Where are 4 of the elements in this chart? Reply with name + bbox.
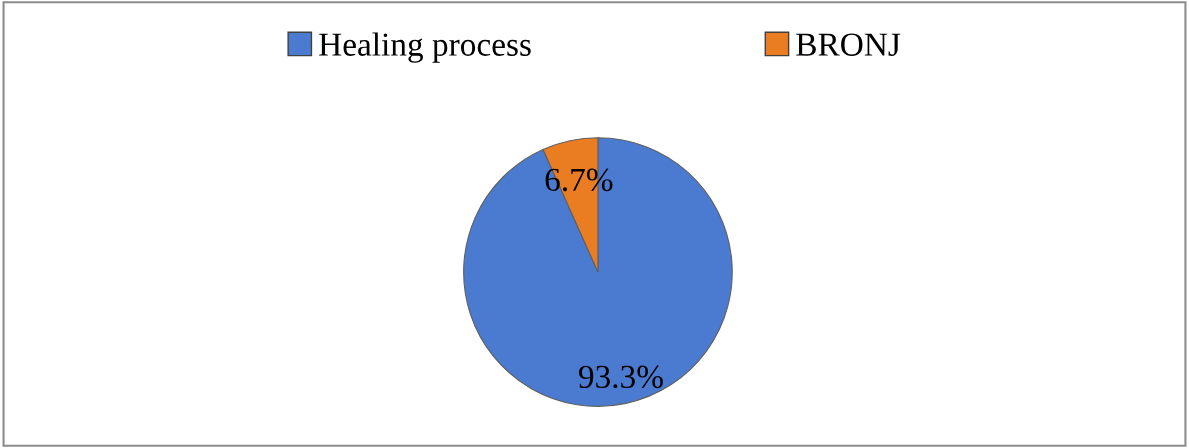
pie-slice: [463, 137, 733, 407]
data-label: 93.3%: [578, 365, 663, 389]
legend-label: BRONJ: [796, 33, 901, 56]
legend-label: Healing process: [319, 32, 531, 63]
